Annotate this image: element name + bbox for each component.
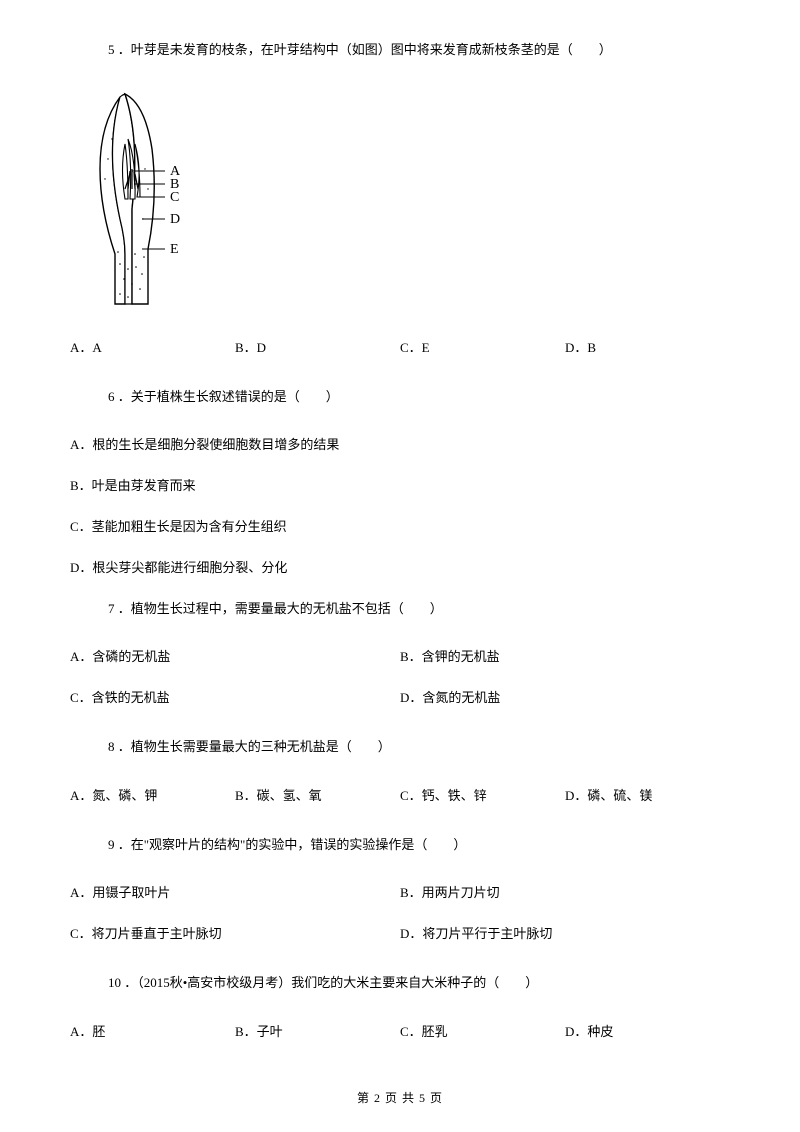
q8-choice-d: D．磷、硫、镁 — [565, 786, 730, 807]
q6-choice-b: B．叶是由芽发育而来 — [70, 476, 730, 497]
q5-choice-d: D．B — [565, 338, 730, 359]
q6-choice-d: D．根尖芽尖都能进行细胞分裂、分化 — [70, 558, 730, 579]
q10-stem: 10 ．（2015秋•高安市校级月考）我们吃的大米主要来自大米种子的（ ） — [70, 973, 730, 994]
q10-choice-a: A．胚 — [70, 1022, 235, 1043]
q5-stem: 5 ．叶芽是未发育的枝条，在叶芽结构中（如图）图中将来发育成新枝条茎的是（ ） — [70, 40, 730, 61]
q10-choice-d: D．种皮 — [565, 1022, 730, 1043]
q9-choice-b: B．用两片刀片切 — [400, 883, 730, 904]
q9-stem: 9 ．在"观察叶片的结构"的实验中，错误的实验操作是（ ） — [70, 835, 730, 856]
q9-choice-a: A．用镊子取叶片 — [70, 883, 400, 904]
q6-stem: 6 ．关于植株生长叙述错误的是（ ） — [70, 387, 730, 408]
q7-choices: A．含磷的无机盐 B．含钾的无机盐 C．含铁的无机盐 D．含氮的无机盐 — [70, 647, 730, 729]
q5-choice-a: A．A — [70, 338, 235, 359]
q10-choices: A．胚 B．子叶 C．胚乳 D．种皮 — [70, 1022, 730, 1043]
q9-choice-c: C．将刀片垂直于主叶脉切 — [70, 924, 400, 945]
q7-choice-a: A．含磷的无机盐 — [70, 647, 400, 668]
label-E: E — [170, 242, 179, 257]
q8-stem: 8 ．植物生长需要量最大的三种无机盐是（ ） — [70, 737, 730, 758]
q5-choice-b: B．D — [235, 338, 400, 359]
label-C: C — [170, 190, 179, 205]
q6-choice-c: C．茎能加粗生长是因为含有分生组织 — [70, 517, 730, 538]
q8-choice-a: A．氮、磷、钾 — [70, 786, 235, 807]
q5-choice-c: C．E — [400, 338, 565, 359]
q6-choices: A．根的生长是细胞分裂使细胞数目增多的结果 B．叶是由芽发育而来 C．茎能加粗生… — [70, 435, 730, 578]
page-footer: 第 2 页 共 5 页 — [0, 1089, 800, 1106]
q9-choices: A．用镊子取叶片 B．用两片刀片切 C．将刀片垂直于主叶脉切 D．将刀片平行于主… — [70, 883, 730, 965]
q8-choice-b: B．碳、氢、氧 — [235, 786, 400, 807]
q6-choice-a: A．根的生长是细胞分裂使细胞数目增多的结果 — [70, 435, 730, 456]
q8-choices: A．氮、磷、钾 B．碳、氢、氧 C．钙、铁、锌 D．磷、硫、镁 — [70, 786, 730, 807]
q5-figure: A B C D E — [70, 89, 730, 314]
label-D: D — [170, 212, 180, 227]
q7-stem: 7 ．植物生长过程中，需要量最大的无机盐不包括（ ） — [70, 599, 730, 620]
q5-choices: A．A B．D C．E D．B — [70, 338, 730, 359]
q7-choice-d: D．含氮的无机盐 — [400, 688, 730, 709]
q10-choice-c: C．胚乳 — [400, 1022, 565, 1043]
q7-choice-b: B．含钾的无机盐 — [400, 647, 730, 668]
q7-choice-c: C．含铁的无机盐 — [70, 688, 400, 709]
q8-choice-c: C．钙、铁、锌 — [400, 786, 565, 807]
leaf-bud-diagram: A B C D E — [70, 89, 205, 314]
q9-choice-d: D．将刀片平行于主叶脉切 — [400, 924, 730, 945]
q10-choice-b: B．子叶 — [235, 1022, 400, 1043]
